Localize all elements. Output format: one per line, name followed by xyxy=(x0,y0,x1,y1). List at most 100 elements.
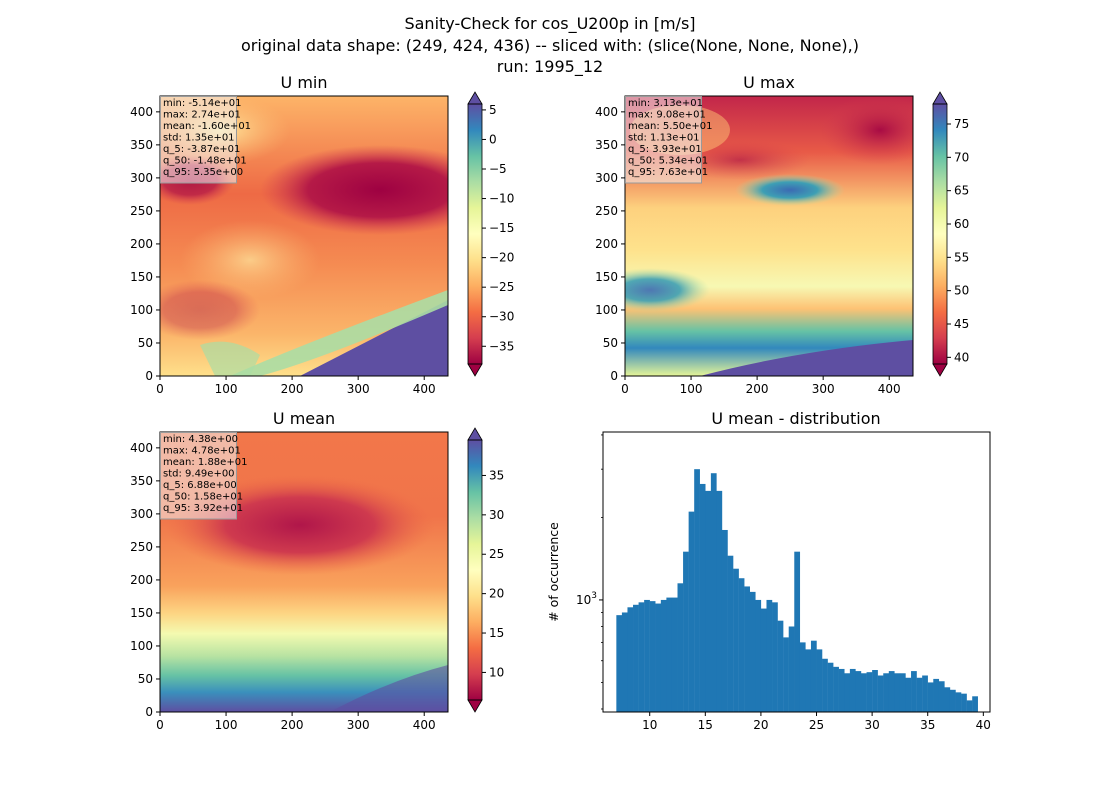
umin-ytick-label: 150 xyxy=(130,270,153,284)
umax-ytick-label: 400 xyxy=(595,105,618,119)
histogram-xtick-label: 25 xyxy=(809,718,824,732)
umax-xtick-label: 400 xyxy=(878,382,901,396)
histogram-bar xyxy=(877,675,884,712)
umax-stat-line: mean: 5.50e+01 xyxy=(628,121,712,132)
histogram-bar xyxy=(961,693,967,712)
histogram-bar xyxy=(833,666,839,712)
histogram-bar xyxy=(727,555,734,712)
umin-ytick-label: 0 xyxy=(145,369,153,383)
histogram-bar xyxy=(838,668,845,712)
umean-stat-line: q_95: 3.92e+01 xyxy=(163,503,243,514)
umin-colorbar-label: −25 xyxy=(489,280,514,294)
umean-colorbar-label: 15 xyxy=(489,626,504,640)
umin-ytick-label: 400 xyxy=(130,105,153,119)
umax-stat-line: q_95: 7.63e+01 xyxy=(628,167,708,178)
umean-ytick-label: 200 xyxy=(130,573,153,587)
histogram-bar xyxy=(849,668,856,712)
umean-title: U mean xyxy=(273,409,335,428)
histogram-bar xyxy=(616,615,623,712)
umax-stat-line: max: 9.08e+01 xyxy=(628,110,706,121)
umean-stat-line: min: 4.38e+00 xyxy=(163,434,238,445)
umin-title: U min xyxy=(281,73,328,92)
umean-ytick-label: 150 xyxy=(130,606,153,620)
heatmap-axes: 0 100 200 300 400050100150200250300350400min… xyxy=(130,91,969,732)
histogram-bar xyxy=(933,678,940,712)
histogram-bar xyxy=(955,692,962,712)
histogram-bar xyxy=(944,687,951,712)
umin-colorbar-top-extend xyxy=(467,91,483,105)
umin-ytick-label: 200 xyxy=(130,237,153,251)
umean-colorbar-label: 20 xyxy=(489,587,504,601)
histogram-bar xyxy=(805,649,812,712)
umax-ytick-label: 200 xyxy=(595,237,618,251)
histogram-bar xyxy=(966,700,973,712)
umean-colorbar-label: 35 xyxy=(489,468,504,482)
histogram-bar xyxy=(899,673,906,712)
umean-ytick-label: 100 xyxy=(130,639,153,653)
umax-frame xyxy=(624,95,914,377)
histogram-xtick-label: 20 xyxy=(753,718,768,732)
histogram-xtick-label: 30 xyxy=(864,718,879,732)
histogram-bar xyxy=(788,626,795,712)
histogram-panel: U mean - distribution # of occurrence 10… xyxy=(546,409,991,732)
histogram-bar xyxy=(660,599,667,712)
umin-colorbar-label: −15 xyxy=(489,221,514,235)
histogram-yaxis: 103 xyxy=(576,434,603,710)
histogram-bar xyxy=(688,511,695,712)
histogram-ylabel: # of occurrence xyxy=(546,522,561,622)
histogram-xtick-label: 10 xyxy=(642,718,657,732)
umin-ytick-label: 350 xyxy=(130,138,153,152)
umin-colorbar-label: −10 xyxy=(489,192,514,206)
histogram-bar xyxy=(927,682,934,712)
umax-title: U max xyxy=(743,73,795,92)
umax-xtick-label: 300 xyxy=(812,382,835,396)
histogram-bar xyxy=(638,602,645,712)
umean-ytick-label: 400 xyxy=(130,441,153,455)
umax-ytick-label: 100 xyxy=(595,303,618,317)
umax-colorbar: 75 70 65 60 55 50 45 40 xyxy=(932,91,969,377)
histogram-bar xyxy=(911,671,917,712)
histogram-bar xyxy=(777,620,784,712)
histogram-bar xyxy=(844,673,851,712)
histogram-bar xyxy=(810,640,817,712)
umin-colorbar-label: 0 xyxy=(489,132,497,146)
umax-colorbar-label: 75 xyxy=(954,117,969,131)
histogram-bar xyxy=(633,604,639,712)
umean-colorbar-top-extend xyxy=(467,427,483,441)
umax-stat-line: std: 1.13e+01 xyxy=(628,133,700,144)
histogram-bar xyxy=(721,529,728,712)
umin-ytick-label: 250 xyxy=(130,204,153,218)
umin-xtick-label: 400 xyxy=(413,382,436,396)
umin-colorbar-label: 5 xyxy=(489,103,497,117)
histogram-bar xyxy=(738,578,745,712)
umax-colorbar-label: 55 xyxy=(954,250,969,264)
histogram-bar xyxy=(655,603,662,712)
umax-colorbar-label: 70 xyxy=(954,150,969,164)
histogram-bar xyxy=(705,490,712,712)
umean-ytick-label: 250 xyxy=(130,540,153,554)
histogram-bar xyxy=(710,473,717,712)
umax-stat-line: q_5: 3.93e+01 xyxy=(628,144,702,155)
umean-xtick-label: 400 xyxy=(413,718,436,732)
histogram-bar xyxy=(816,649,823,712)
umean-frame xyxy=(159,431,449,713)
umean-stat-line: std: 9.49e+00 xyxy=(163,469,235,480)
histogram-bar xyxy=(749,591,756,712)
umin-colorbar-label: −30 xyxy=(489,310,514,324)
umax-colorbar-bottom-extend xyxy=(932,363,948,377)
umax-stat-line: min: 3.13e+01 xyxy=(628,98,703,109)
umax-colorbar-label: 60 xyxy=(954,217,969,231)
umean-xtick-label: 200 xyxy=(281,718,304,732)
histogram-bar xyxy=(671,597,678,712)
umax-ytick-label: 150 xyxy=(595,270,618,284)
figure-title-line-3: run: 1995_12 xyxy=(496,57,604,76)
umax-ytick-label: 350 xyxy=(595,138,618,152)
umin-stat-line: min: -5.14e+01 xyxy=(163,98,242,109)
umin-colorbar-label: −5 xyxy=(489,162,507,176)
umin-stat-line: max: 2.74e+01 xyxy=(163,110,241,121)
umin-colorbar: 5 0 −5 −10 −15 −20 −25 −30 −35 xyxy=(467,91,514,377)
umax-xtick-label: 0 xyxy=(621,382,629,396)
